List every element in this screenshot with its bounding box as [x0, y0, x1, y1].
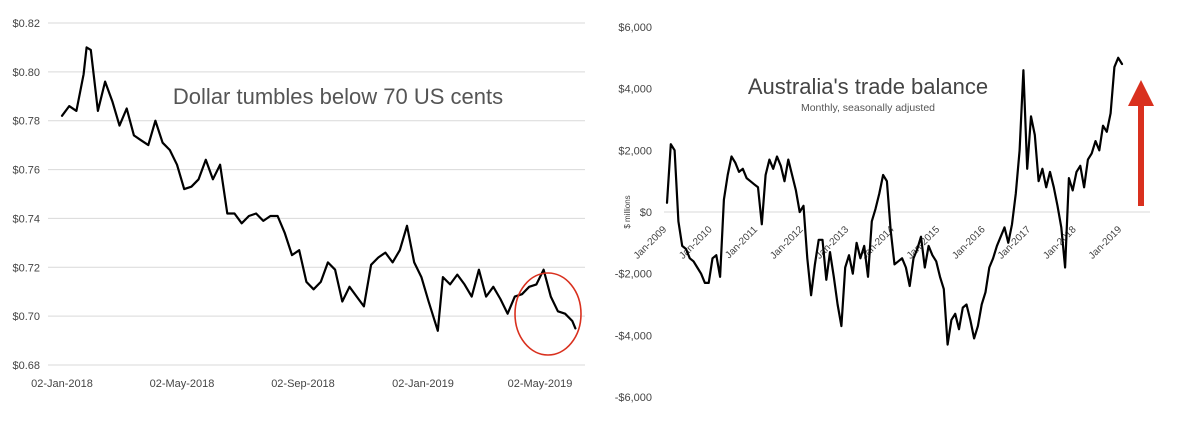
x-tick-label: Jan-2011	[723, 224, 760, 261]
x-tick-label: Jan-2017	[996, 224, 1034, 262]
y-tick-label: $2,000	[618, 145, 652, 157]
y-tick-label: $0.74	[12, 213, 40, 225]
aud-usd-y-axis: $0.68 $0.70 $0.72 $0.74 $0.76 $0.78 $0.80 $0.82	[12, 18, 40, 372]
aud-usd-chart: $0.68 $0.70 $0.72 $0.74 $0.76 $0.78 $0.80 $0.82…	[12, 18, 585, 390]
aud-usd-chart-title: Dollar tumbles below 70 US cents	[173, 84, 503, 109]
aud-usd-gridlines	[48, 22, 585, 366]
x-tick-label: Jan-2018	[1041, 224, 1079, 262]
x-tick-label: Jan-2012	[768, 224, 806, 262]
y-tick-label: $0	[640, 207, 652, 219]
trade-balance-chart-title: Australia's trade balance	[748, 74, 988, 99]
y-tick-label: $4,000	[618, 84, 652, 96]
aud-usd-x-axis: 02-Jan-2018 02-May-2018 02-Sep-2018 02-Jan-…	[31, 378, 572, 390]
x-tick-label: 02-May-2019	[508, 378, 573, 390]
y-tick-label: $6,000	[618, 22, 652, 34]
x-tick-label: 02-Jan-2018	[31, 378, 93, 390]
trade-balance-y-axis: -$6,000 -$4,000 -$2,000 $0 $2,000 $4,000 $6,00…	[615, 22, 652, 404]
trade-balance-chart: -$6,000 -$4,000 -$2,000 $0 $2,000 $4,000 $6,00…	[615, 22, 1154, 404]
aud-usd-series-line	[60, 46, 577, 332]
highlight-circle	[514, 272, 582, 356]
trade-balance-chart-subtitle: Monthly, seasonally adjusted	[801, 102, 935, 114]
y-tick-label: $0.70	[12, 311, 40, 323]
y-tick-label: $0.76	[12, 165, 40, 177]
y-tick-label: $0.80	[12, 67, 40, 79]
x-tick-label: Jan-2013	[814, 224, 852, 262]
y-tick-label: $0.78	[12, 116, 40, 128]
x-tick-label: 02-Jan-2019	[392, 378, 454, 390]
x-tick-label: Jan-2016	[950, 224, 988, 262]
x-tick-label: Jan-2019	[1087, 224, 1125, 262]
y-tick-label: -$4,000	[615, 330, 652, 342]
y-tick-label: $0.68	[12, 360, 40, 372]
trade-balance-series-line	[665, 56, 1124, 346]
y-tick-label: -$2,000	[615, 269, 652, 281]
y-tick-label: -$6,000	[615, 392, 652, 404]
x-tick-label: Jan-2010	[677, 224, 715, 262]
up-arrow-icon	[1128, 80, 1154, 206]
x-tick-label: 02-Sep-2018	[271, 378, 335, 390]
y-tick-label: $0.72	[12, 262, 40, 274]
y-tick-label: $0.82	[12, 18, 40, 30]
trade-balance-y-axis-label: $ millions	[623, 195, 632, 228]
trade-balance-x-axis: Jan-2009 Jan-2010 Jan-2011 Jan-2012 Jan-2013…	[632, 224, 1125, 262]
x-tick-label: 02-May-2018	[150, 378, 215, 390]
x-tick-label: Jan-2009	[632, 224, 670, 262]
